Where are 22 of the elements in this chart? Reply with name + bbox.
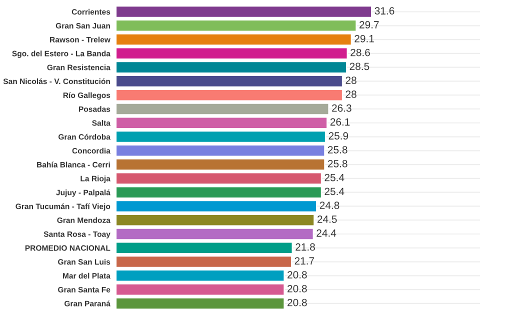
data-label: 26.3 (332, 104, 352, 112)
data-label: 26.1 (330, 118, 350, 126)
data-label: 25.8 (328, 146, 348, 154)
data-label: 25.9 (328, 132, 348, 140)
data-label: 20.8 (288, 284, 307, 292)
data-label: 31.6 (374, 7, 394, 15)
data-label: 28.5 (350, 62, 370, 70)
data-label: 29.7 (360, 21, 379, 28)
data-label: 21.8 (296, 243, 315, 251)
data-label: 28 (346, 90, 356, 98)
data-label: 24.4 (316, 229, 336, 237)
data-label: 21.7 (294, 257, 314, 264)
data-label: 20.8 (288, 271, 307, 278)
data-label: 28.6 (350, 48, 370, 56)
data-label: 24.5 (317, 216, 337, 223)
data-label: 28 (346, 76, 356, 84)
data-label: 25.4 (324, 188, 344, 196)
data-label: 20.8 (288, 298, 307, 306)
data-label: 24.8 (320, 202, 340, 210)
data-label: 25.4 (324, 174, 344, 182)
data-label: 29.1 (354, 34, 374, 42)
data-label: 25.8 (328, 160, 348, 168)
